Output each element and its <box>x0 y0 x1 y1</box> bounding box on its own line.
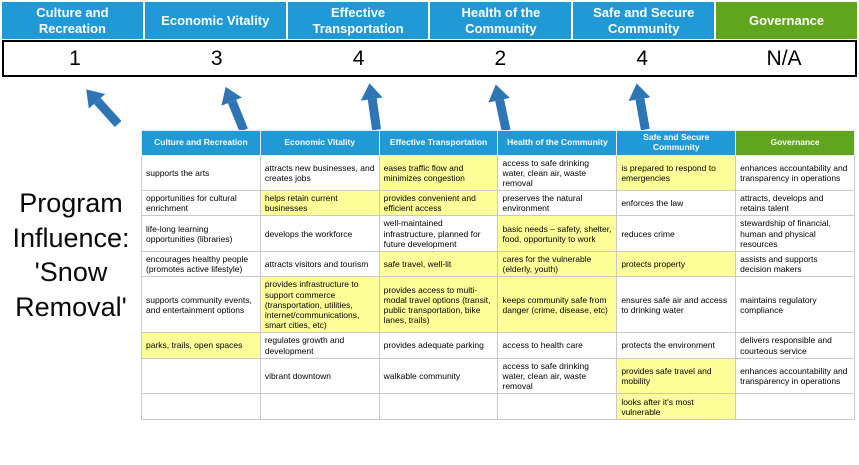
scores-summary: Culture and Recreation Economic Vitality… <box>2 2 857 77</box>
matrix-cell: access to safe drinking water, clean air… <box>497 154 618 192</box>
matrix-header-health-of-the-community: Health of the Community <box>497 130 618 156</box>
score-economic-vitality: 3 <box>210 46 223 70</box>
matrix-cell <box>141 357 261 395</box>
score-culture-and-recreation: 1 <box>69 46 81 70</box>
matrix-cell: enforces the law <box>616 190 737 217</box>
matrix-header-row: Culture and Recreation Economic Vitality… <box>141 130 855 156</box>
matrix-cell: develops the workforce <box>259 215 380 253</box>
summary-header-row: Culture and Recreation Economic Vitality… <box>2 2 857 39</box>
matrix-cell: provides convenient and efficient access <box>378 190 499 217</box>
table-row: vibrant downtown walkable community access… <box>141 357 855 395</box>
matrix-cell <box>378 393 499 421</box>
matrix-cell: eases traffic flow and minimizes congest… <box>378 154 499 192</box>
matrix-cell: assists and supports decision makers <box>735 251 855 278</box>
score-safe-and-secure-community: 4 <box>636 46 649 70</box>
matrix-cell: ensures safe air and access to drinking … <box>616 276 737 334</box>
matrix-cell: opportunities for cultural enrichment <box>141 190 261 217</box>
matrix-cell: basic needs – safety, shelter, food, opp… <box>497 215 618 253</box>
matrix-header-economic-vitality: Economic Vitality <box>259 130 380 156</box>
table-row: supports the arts attracts new businesses… <box>141 154 855 192</box>
matrix-cell: protects the environment <box>616 332 737 359</box>
matrix-header-governance: Governance <box>735 130 855 156</box>
matrix-cell: delivers responsible and courteous servi… <box>735 332 855 359</box>
up-arrow-icon <box>481 81 521 136</box>
matrix-cell: stewardship of financial, human and phys… <box>735 215 855 253</box>
matrix-header-effective-transportation: Effective Transportation <box>378 130 499 156</box>
matrix-cell: access to safe drinking water, clean air… <box>497 357 618 395</box>
matrix-cell: cares for the vulnerable (elderly, youth… <box>497 251 618 278</box>
matrix-cell: attracts, develops and retains talent <box>735 190 855 217</box>
matrix-cell <box>141 393 261 421</box>
matrix-body: supports the arts attracts new businesses… <box>141 154 855 421</box>
matrix-cell: enhances accountability and transparency… <box>735 357 855 395</box>
influence-matrix: Culture and Recreation Economic Vitality… <box>141 130 855 421</box>
matrix-cell: maintains regulatory compliance <box>735 276 855 334</box>
summary-header-health-of-the-community: Health of the Community <box>430 2 572 39</box>
up-arrow-icon <box>355 81 392 135</box>
summary-header-culture-and-recreation: Culture and Recreation <box>2 2 143 39</box>
matrix-cell: parks, trails, open spaces <box>141 332 261 359</box>
matrix-cell: provides infrastructure to support comme… <box>259 276 380 334</box>
page-title: Program Influence: 'Snow Removal' <box>0 186 142 324</box>
matrix-cell: attracts new businesses, and creates job… <box>259 154 380 192</box>
matrix-cell: access to health care <box>497 332 618 359</box>
table-row: opportunities for cultural enrichment hel… <box>141 190 855 217</box>
up-arrow-icon <box>75 79 131 136</box>
matrix-cell: provides safe travel and mobility <box>616 357 737 395</box>
matrix-cell: attracts visitors and tourism <box>259 251 380 278</box>
matrix-cell: encourages healthy people (promotes acti… <box>141 251 261 278</box>
table-row: life-long learning opportunities (librar… <box>141 215 855 253</box>
score-health-of-the-community: 2 <box>494 46 507 70</box>
matrix-cell: regulates growth and development <box>259 332 380 359</box>
table-row: parks, trails, open spaces regulates grow… <box>141 332 855 359</box>
title-line: Removal' <box>15 291 127 322</box>
score-effective-transportation: 4 <box>352 46 365 70</box>
matrix-cell <box>259 393 380 421</box>
matrix-cell: vibrant downtown <box>259 357 380 395</box>
up-arrow-icon <box>622 81 660 135</box>
matrix-cell: enhances accountability and transparency… <box>735 154 855 192</box>
table-row: supports community events, and entertain… <box>141 276 855 334</box>
matrix-cell: helps retain current businesses <box>259 190 380 217</box>
summary-header-economic-vitality: Economic Vitality <box>144 2 286 39</box>
title-line: Program <box>19 188 123 218</box>
matrix-cell: supports community events, and entertain… <box>141 276 261 334</box>
matrix-cell: provides access to multi-modal travel op… <box>378 276 499 334</box>
summary-header-safe-and-secure-community: Safe and Secure Community <box>573 2 715 39</box>
matrix-cell: life-long learning opportunities (librar… <box>141 215 261 253</box>
matrix-cell: is prepared to respond to emergencies <box>616 154 737 192</box>
title-line: 'Snow <box>34 257 108 288</box>
table-row: looks after it's most vulnerable <box>141 393 855 421</box>
title-line: Influence: <box>12 222 130 253</box>
score-governance: N/A <box>766 46 802 70</box>
matrix-cell: preserves the natural environment <box>497 190 618 217</box>
matrix-cell: protects property <box>616 251 737 278</box>
matrix-cell: walkable community <box>378 357 499 395</box>
matrix-header-culture-and-recreation: Culture and Recreation <box>141 130 261 156</box>
matrix-cell: well-maintained infrastructure, planned … <box>378 215 499 253</box>
matrix-cell <box>735 393 855 421</box>
matrix-cell: provides adequate parking <box>378 332 499 359</box>
matrix-cell: supports the arts <box>141 154 261 192</box>
matrix-cell <box>497 393 618 421</box>
matrix-cell: keeps community safe from danger (crime,… <box>497 276 618 334</box>
matrix-header-safe-and-secure-community: Safe and Secure Community <box>616 130 737 156</box>
summary-header-effective-transportation: Effective Transportation <box>287 2 429 39</box>
table-row: encourages healthy people (promotes acti… <box>141 251 855 278</box>
matrix-cell: looks after it's most vulnerable <box>616 393 737 421</box>
matrix-cell: safe travel, well-lit <box>378 251 499 278</box>
summary-header-governance: Governance <box>716 2 857 39</box>
matrix-cell: reduces crime <box>616 215 737 253</box>
summary-score-row: 1 3 4 2 4 N/A <box>2 40 857 77</box>
